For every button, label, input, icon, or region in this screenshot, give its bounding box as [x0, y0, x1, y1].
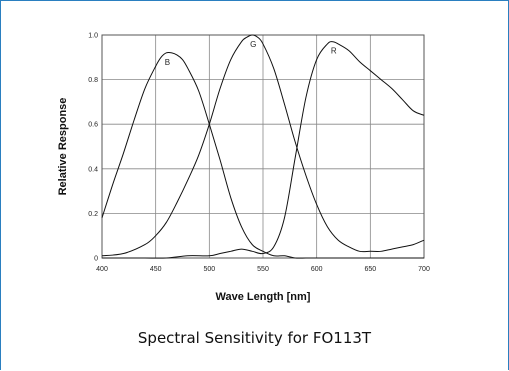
y-tick-label: 0.4	[88, 166, 98, 173]
x-tick-label: 400	[96, 266, 108, 273]
x-tick-label: 500	[203, 266, 215, 273]
series-line-r	[101, 41, 425, 259]
figure-caption: Spectral Sensitivity for FO113T	[137, 329, 372, 347]
series-label-b: B	[165, 58, 170, 67]
series-labels: B G R	[165, 40, 337, 67]
plot-area	[101, 34, 425, 259]
x-tick-label: 550	[257, 266, 269, 273]
y-tick-label: 0.2	[88, 211, 98, 218]
y-tick-label: 0.8	[88, 77, 98, 84]
x-tick-label: 650	[364, 266, 376, 273]
x-tick-label: 450	[150, 266, 162, 273]
series-label-r: R	[331, 47, 337, 56]
series-line-b	[101, 51, 424, 259]
series-label-g: G	[250, 40, 256, 49]
x-tick-label: 700	[418, 266, 430, 273]
y-tick-labels: 0 0.2 0.4 0.6 0.8 1.0	[88, 33, 98, 263]
x-axis-title: Wave Length [nm]	[216, 291, 311, 303]
y-tick-label: 0.6	[88, 122, 98, 129]
spectral-chart: 400 450 500 550 600 650 700 0 0.2 0.4 0.6 0.8 1.0 B…	[57, 33, 430, 304]
x-tick-label: 600	[311, 266, 323, 273]
chart-grid	[101, 34, 425, 259]
y-axis-title: Relative Response	[57, 98, 69, 196]
x-tick-labels: 400 450 500 550 600 650 700	[96, 266, 430, 273]
series-line-g	[101, 34, 425, 257]
chart-series	[101, 34, 425, 259]
y-tick-label: 1.0	[88, 33, 98, 40]
y-tick-label: 0	[94, 256, 98, 263]
